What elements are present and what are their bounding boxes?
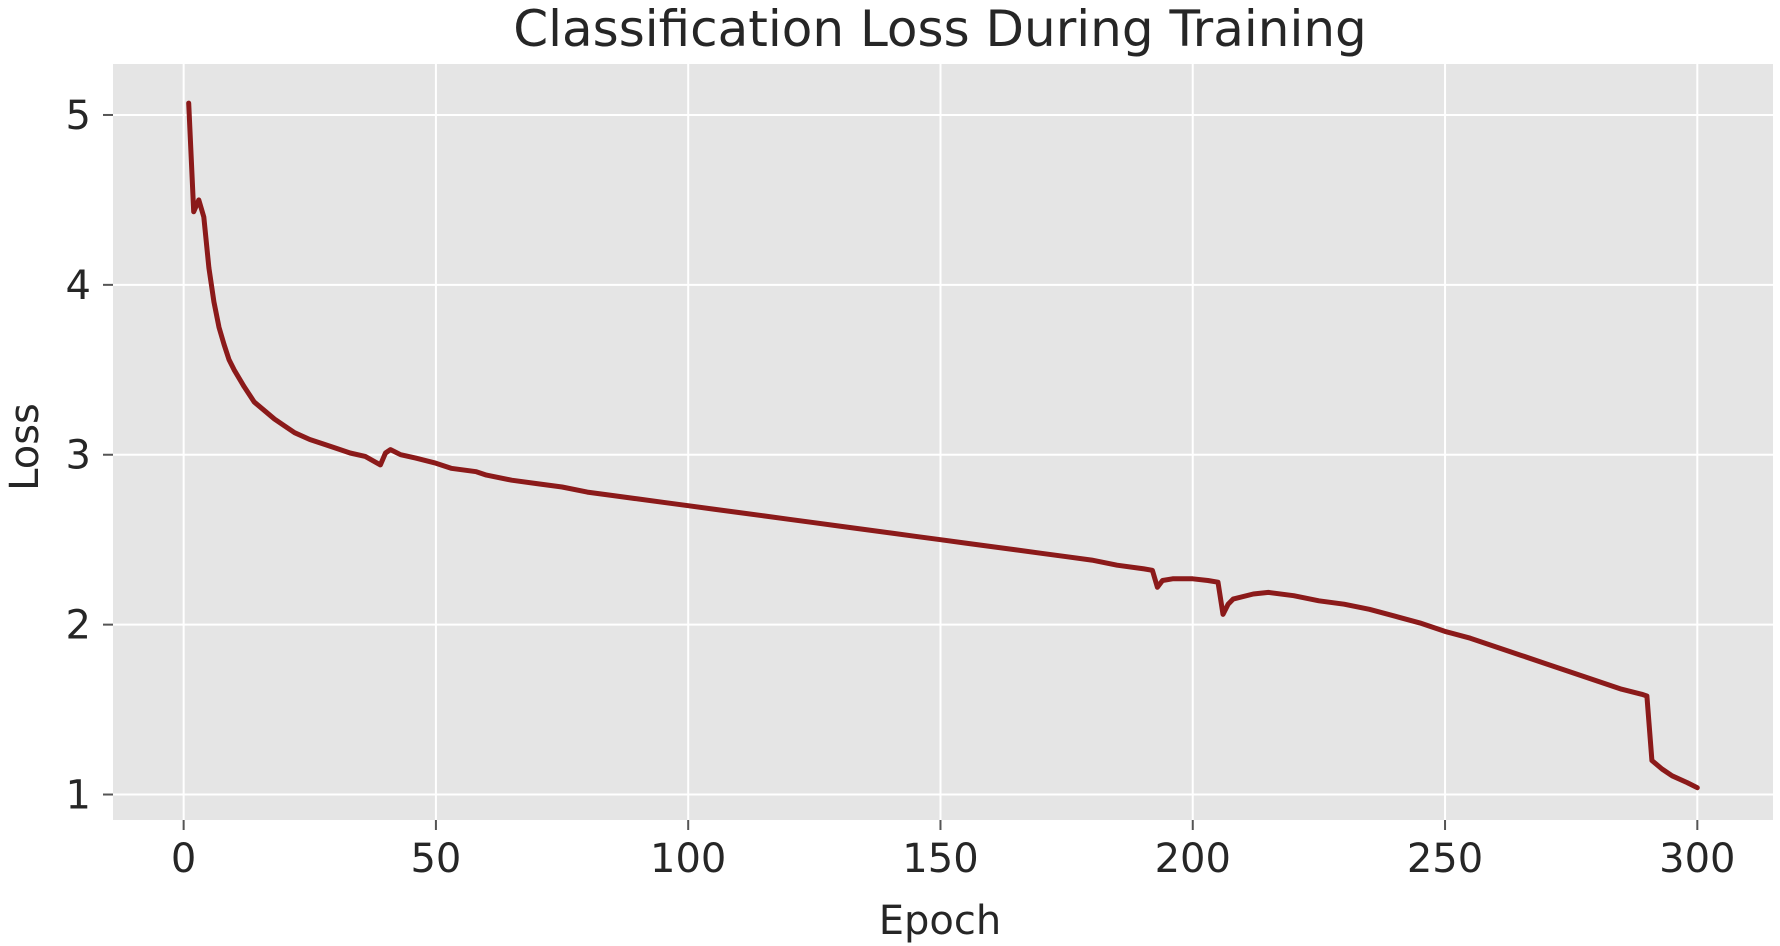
plot-area <box>113 64 1773 820</box>
y-axis: 1 2 3 4 5 <box>66 93 113 819</box>
series-layer <box>186 100 1700 791</box>
x-tick-label: 50 <box>410 836 461 882</box>
x-tick-label: 150 <box>902 836 978 882</box>
y-tick-label: 5 <box>66 93 91 139</box>
x-tick-label: 300 <box>1659 836 1735 882</box>
x-axis: 0 50 100 150 200 250 300 <box>171 820 1735 882</box>
x-tick-label: 100 <box>650 836 726 882</box>
x-tick-label: 250 <box>1407 836 1483 882</box>
loss-line <box>186 100 1700 791</box>
y-axis-label: Loss <box>2 403 48 491</box>
y-tick-label: 2 <box>66 603 91 649</box>
x-tick-label: 0 <box>171 836 196 882</box>
y-tick-label: 1 <box>66 773 91 819</box>
y-tick-label: 4 <box>66 263 91 309</box>
grid <box>113 64 1773 820</box>
chart-title: Classification Loss During Training <box>513 0 1367 58</box>
y-tick-label: 3 <box>66 433 91 479</box>
x-tick-label: 200 <box>1155 836 1231 882</box>
x-axis-label: Epoch <box>879 898 1001 944</box>
